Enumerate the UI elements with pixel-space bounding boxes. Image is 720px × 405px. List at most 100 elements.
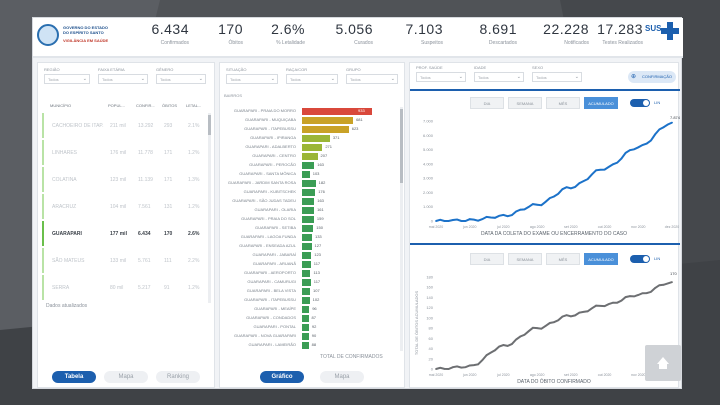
filter-select-raca[interactable]: Todos ⌄	[286, 74, 338, 84]
data-point[interactable]	[586, 310, 589, 313]
tab-mapa-bairros[interactable]: Mapa	[320, 371, 364, 383]
tab-semana[interactable]: SEMANA	[508, 97, 542, 109]
data-point[interactable]	[536, 327, 538, 329]
data-point[interactable]	[570, 187, 572, 190]
data-point[interactable]	[443, 220, 446, 222]
data-point[interactable]	[502, 214, 505, 216]
data-point[interactable]	[519, 335, 522, 338]
data-point[interactable]	[435, 220, 437, 222]
tab-semana[interactable]: SEMANA	[508, 253, 542, 265]
table-row[interactable]: LINHARES 176 mil 11.778 171 1.2%	[42, 140, 202, 165]
tab-ranking[interactable]: Ranking	[156, 371, 200, 383]
data-point[interactable]	[460, 220, 463, 222]
column-header[interactable]: LETAL...	[186, 103, 202, 108]
data-point[interactable]	[452, 219, 454, 221]
filter-select-regiao[interactable]: Todos ⌄	[44, 74, 90, 84]
column-header[interactable]: POPUL...	[108, 103, 125, 108]
bar-row[interactable]: GUARAPARI - PONTAL 92	[220, 323, 400, 332]
data-point[interactable]	[452, 366, 454, 369]
tab-mes[interactable]: MÊS	[546, 253, 580, 265]
table-scroll-thumb[interactable]	[208, 115, 211, 135]
data-point[interactable]	[578, 182, 581, 185]
data-point[interactable]	[578, 311, 581, 314]
tab-dia[interactable]: DIA	[470, 253, 504, 265]
bar-row[interactable]: GUARAPARI - CAMURUGI 117	[220, 278, 400, 287]
table-row[interactable]: GUARAPARI 177 mil 6.434 170 2.6%	[42, 221, 202, 246]
data-point[interactable]	[519, 208, 522, 211]
tab-grafico[interactable]: Gráfico	[260, 371, 304, 383]
data-point[interactable]	[612, 163, 614, 166]
data-point[interactable]	[477, 363, 479, 366]
tab-tabela[interactable]: Tabela	[52, 371, 96, 383]
tab-dia[interactable]: DIA	[470, 97, 504, 109]
bar-row[interactable]: GUARAPARI - MUQUIÇABA 681	[220, 116, 400, 125]
bar-scroll-thumb[interactable]	[400, 109, 403, 183]
data-point[interactable]	[468, 364, 471, 367]
data-point[interactable]	[553, 321, 555, 324]
bar-row[interactable]: GUARAPARI - ITAPEBUSSU 623	[220, 125, 400, 134]
data-point[interactable]	[595, 304, 597, 307]
data-point[interactable]	[553, 195, 555, 198]
data-point[interactable]	[603, 305, 606, 307]
bar-row[interactable]: GUARAPARI - CONDADOS 87	[220, 314, 400, 323]
data-point[interactable]	[637, 146, 640, 149]
data-point[interactable]	[654, 133, 656, 136]
filter-select-idade[interactable]: Todos ⌄	[474, 72, 524, 82]
data-point[interactable]	[654, 287, 656, 289]
data-point[interactable]	[629, 295, 631, 297]
column-header[interactable]: ÓBITOS	[162, 103, 178, 108]
data-point[interactable]	[629, 149, 631, 152]
series-line[interactable]	[435, 121, 673, 222]
tab-acumulado[interactable]: ACUMULADO	[584, 253, 618, 265]
data-point[interactable]	[645, 292, 648, 294]
bar-row[interactable]: GUARAPARI - LAMEIRÃO 88	[220, 341, 400, 350]
bar-row[interactable]: GUARAPARI - SANTA MÔNICA 103	[220, 170, 400, 179]
data-point[interactable]	[662, 283, 665, 286]
filter-select-grupo[interactable]: Todos ⌄	[346, 74, 398, 84]
data-point[interactable]	[494, 349, 496, 352]
data-point[interactable]	[494, 216, 496, 219]
bar-scrollbar[interactable]	[400, 107, 403, 351]
data-point[interactable]	[485, 216, 488, 218]
data-point[interactable]	[477, 219, 479, 222]
table-row[interactable]: SÃO MATEUS 133 mil 5.761 111 2.2%	[42, 248, 202, 273]
bar-row[interactable]: GUARAPARI - SÃO JUDAS TADEU 163	[220, 197, 400, 206]
column-header[interactable]: CONFIR...	[136, 103, 155, 108]
bar-row[interactable]: GUARAPARI - ENSEADA AZUL 127	[220, 242, 400, 251]
table-row[interactable]: CACHOEIRO DE ITAP. 211 mil 13.292 293 2.1%	[42, 113, 202, 138]
data-point[interactable]	[570, 315, 572, 318]
home-button[interactable]	[645, 345, 681, 381]
tab-mes[interactable]: MÊS	[546, 97, 580, 109]
data-point[interactable]	[502, 344, 505, 346]
data-point[interactable]	[485, 354, 488, 356]
data-point[interactable]	[620, 299, 623, 302]
data-point[interactable]	[511, 214, 513, 216]
data-point[interactable]	[536, 203, 538, 206]
data-point[interactable]	[527, 206, 530, 208]
bar-row[interactable]: GUARAPARI - ARUANÃ 117	[220, 260, 400, 269]
confirmacao-button[interactable]: ⊕ CONFIRMAÇÃO	[628, 71, 676, 83]
bar-row[interactable]: GUARAPARI - OLARIA 161	[220, 206, 400, 215]
table-row[interactable]: ARACRUZ 104 mil 7.561 131 1.2%	[42, 194, 202, 219]
bar-row[interactable]: GUARAPARI - PEROCÃO 163	[220, 161, 400, 170]
data-point[interactable]	[435, 368, 437, 370]
data-point[interactable]	[586, 178, 589, 180]
filter-select-sexo[interactable]: Todos ⌄	[532, 72, 582, 82]
bar-row[interactable]: GUARAPARI - KUBITSCHEK 176	[220, 188, 400, 197]
data-point[interactable]	[637, 294, 640, 296]
data-point[interactable]	[443, 368, 446, 370]
data-point[interactable]	[468, 218, 471, 221]
data-point[interactable]	[561, 315, 564, 318]
data-point[interactable]	[671, 281, 673, 283]
lin-toggle[interactable]	[630, 99, 650, 107]
data-point[interactable]	[645, 142, 648, 145]
data-point[interactable]	[511, 343, 513, 345]
bar-row[interactable]: GUARAPARI - MEAÍPE 96	[220, 305, 400, 314]
bar-row[interactable]: GUARAPARI - IPIRANGA 371	[220, 134, 400, 143]
data-point[interactable]	[671, 121, 673, 124]
table-scrollbar[interactable]	[208, 113, 211, 303]
bar-row[interactable]: GUARAPARI - PRAIA DO MORRO 933	[220, 107, 400, 116]
tab-mapa[interactable]: Mapa	[104, 371, 148, 383]
data-point[interactable]	[603, 168, 606, 171]
bar-row[interactable]: GUARAPARI - JARDIM SANTA ROSA 182	[220, 179, 400, 188]
